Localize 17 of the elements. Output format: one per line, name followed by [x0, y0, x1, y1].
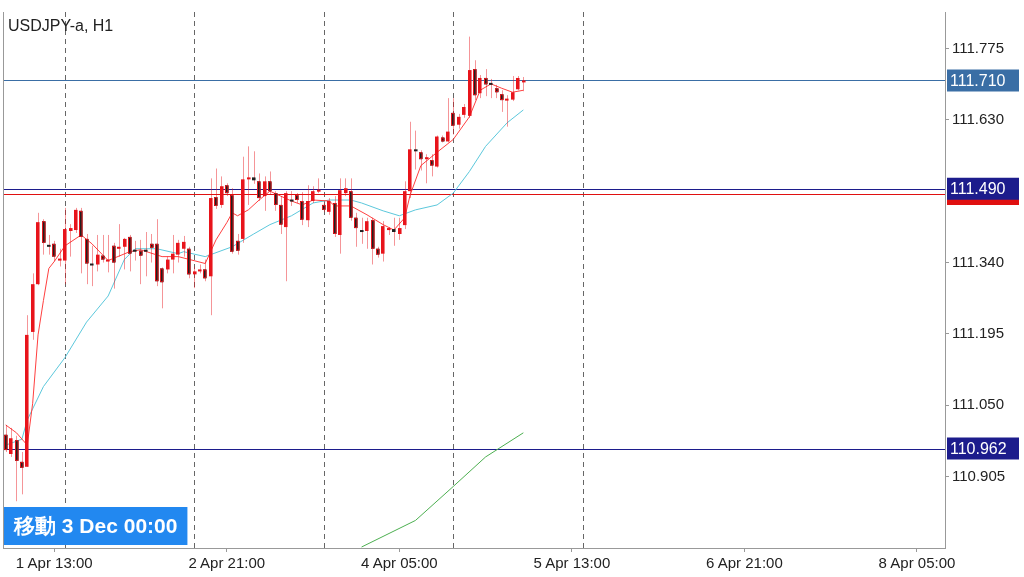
- ref-line-label: 110.962: [950, 439, 1007, 457]
- annotation: 移動 3 Dec 00:00: [13, 513, 178, 537]
- ref-line-label: 111.490: [950, 180, 1006, 198]
- x-tick-label: 4 Apr 05:00: [360, 554, 438, 572]
- x-tick-label: 6 Apr 21:00: [706, 554, 783, 572]
- chart-title: USDJPY-a, H1: [8, 17, 114, 35]
- y-tick-label: 111.050: [952, 395, 1004, 413]
- x-tick-label: 1 Apr 13:00: [15, 554, 93, 572]
- y-tick-label: 111.340: [952, 252, 1004, 270]
- x-tick-label: 2 Apr 21:00: [188, 554, 266, 572]
- x-tick-label: 5 Apr 13:00: [533, 554, 611, 572]
- y-tick-label: 111.630: [952, 109, 1004, 127]
- y-tick-label: 110.905: [952, 466, 1006, 484]
- ref-line-label: 111.710: [950, 71, 1006, 89]
- y-tick-label: 111.195: [952, 324, 1004, 342]
- y-tick-label: 111.775: [952, 38, 1004, 56]
- x-tick-label: 8 Apr 05:00: [878, 554, 956, 572]
